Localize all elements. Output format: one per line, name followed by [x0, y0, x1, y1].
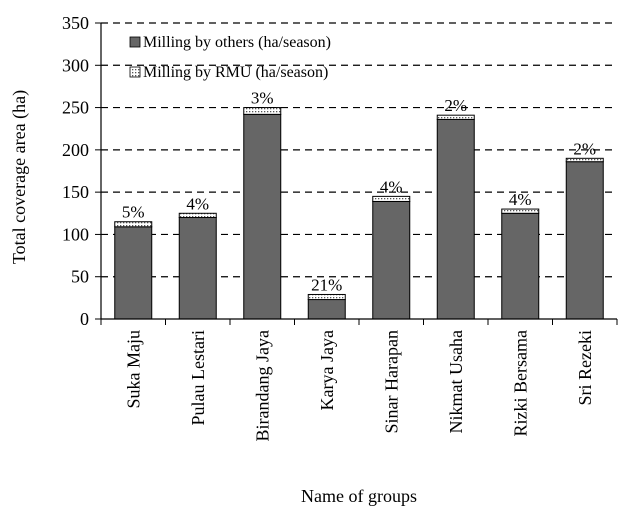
x-tick-label: Sri Rezeki — [575, 330, 595, 405]
legend-label-rmu: Milling by RMU (ha/season) — [143, 64, 328, 81]
x-axis-label: Name of groups — [301, 486, 417, 506]
y-tick-labels: 0 50 100 150 200 250 300 350 — [62, 13, 89, 329]
bar-milling-by-others — [501, 212, 540, 320]
bar-milling-by-rmu — [372, 195, 411, 202]
gridlines — [101, 22, 617, 278]
x-tick-label: Pulau Lestari — [188, 330, 208, 425]
bar-milling-by-rmu — [307, 293, 346, 301]
y-tick-label: 0 — [80, 309, 89, 329]
bar-milling-by-others — [114, 226, 153, 320]
data-label: 3% — [251, 89, 274, 108]
bar-milling-by-rmu — [501, 208, 540, 214]
data-label: 4% — [509, 190, 532, 209]
x-tick-label: Karya Jaya — [317, 330, 337, 410]
data-label: 2% — [444, 96, 467, 115]
bar-milling-by-others — [307, 299, 346, 320]
axes — [95, 22, 618, 325]
y-axis-label: Total coverage area (ha) — [9, 90, 30, 264]
x-tick-label: Nikmat Usaha — [446, 330, 466, 433]
data-label: 5% — [122, 203, 145, 222]
y-tick-label: 250 — [62, 98, 89, 118]
x-tick-label: Rizki Bersama — [510, 330, 530, 436]
data-label: 21% — [311, 275, 342, 294]
x-tick-label: Sinar Harapan — [381, 330, 401, 433]
data-label: 4% — [380, 177, 403, 196]
bar-milling-by-rmu — [436, 114, 475, 120]
bar-milling-by-rmu — [114, 221, 153, 228]
bar-milling-by-rmu — [565, 157, 604, 163]
bar-milling-by-others — [243, 113, 282, 320]
bars — [114, 107, 604, 320]
y-tick-label: 100 — [62, 224, 89, 244]
bar-milling-by-rmu — [178, 212, 217, 219]
y-tick-label: 50 — [71, 267, 89, 287]
data-label: 4% — [186, 194, 209, 213]
legend-label-others: Milling by others (ha/season) — [143, 34, 331, 51]
legend-swatch-others — [129, 36, 141, 48]
x-tick-label: Birandang Jaya — [252, 330, 272, 441]
legend-swatch-rmu — [129, 66, 141, 78]
bar-milling-by-others — [178, 217, 217, 320]
data-labels: 5% 4% 3% 21% 4% 2% 4% 2% — [122, 89, 596, 295]
bar-milling-by-others — [372, 200, 411, 320]
y-tick-label: 150 — [62, 182, 89, 202]
y-tick-label: 350 — [62, 13, 89, 33]
y-tick-label: 300 — [62, 55, 89, 75]
x-tick-labels: Suka Maju Pulau Lestari Birandang Jaya Kary… — [123, 330, 595, 441]
legend: Milling by others (ha/season) Milling by… — [129, 34, 331, 81]
y-tick-label: 200 — [62, 140, 89, 160]
bar-milling-by-others — [436, 118, 475, 320]
bar-milling-by-others — [565, 161, 604, 320]
bar-milling-by-rmu — [243, 107, 282, 115]
x-tick-label: Suka Maju — [123, 330, 143, 409]
data-label: 2% — [573, 139, 596, 158]
